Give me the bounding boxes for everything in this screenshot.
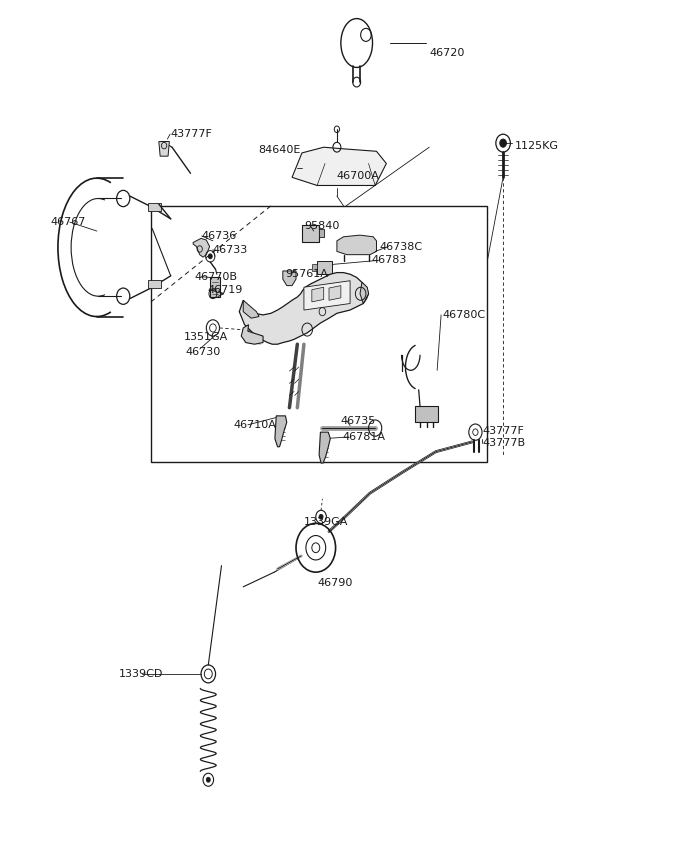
Text: 1339GA: 1339GA xyxy=(304,516,348,527)
Circle shape xyxy=(208,254,212,259)
Circle shape xyxy=(319,515,323,519)
Polygon shape xyxy=(243,300,259,318)
Text: 46733: 46733 xyxy=(213,245,248,254)
Polygon shape xyxy=(360,282,368,304)
Text: 95840: 95840 xyxy=(304,221,339,232)
Text: 1351GA: 1351GA xyxy=(184,332,228,342)
Polygon shape xyxy=(416,406,438,422)
Polygon shape xyxy=(329,286,341,300)
Text: 1125KG: 1125KG xyxy=(515,141,559,151)
Polygon shape xyxy=(312,264,317,271)
Text: 95761A: 95761A xyxy=(286,269,328,279)
Polygon shape xyxy=(319,229,324,237)
Polygon shape xyxy=(148,203,161,210)
Text: 46700A: 46700A xyxy=(337,170,380,181)
Polygon shape xyxy=(337,235,376,254)
Text: 46738C: 46738C xyxy=(380,242,423,252)
Text: 43777F: 43777F xyxy=(482,426,524,436)
Text: 46767: 46767 xyxy=(50,217,85,227)
Text: 46783: 46783 xyxy=(372,255,407,265)
Text: 46790: 46790 xyxy=(317,577,352,588)
Text: 46730: 46730 xyxy=(185,347,221,356)
Polygon shape xyxy=(317,261,332,274)
Text: 46710A: 46710A xyxy=(234,420,276,430)
Polygon shape xyxy=(148,280,161,288)
Text: 1339CD: 1339CD xyxy=(120,669,164,679)
Bar xyxy=(151,206,487,462)
Text: 46780C: 46780C xyxy=(442,310,486,320)
Text: 43777F: 43777F xyxy=(170,129,212,139)
Circle shape xyxy=(206,778,210,782)
Text: 46781A: 46781A xyxy=(342,432,385,442)
Polygon shape xyxy=(275,416,286,447)
Polygon shape xyxy=(302,226,319,242)
Polygon shape xyxy=(210,277,220,297)
Text: 46770B: 46770B xyxy=(194,271,238,282)
Polygon shape xyxy=(241,325,263,344)
Polygon shape xyxy=(319,432,330,463)
Polygon shape xyxy=(312,287,324,302)
Text: 46720: 46720 xyxy=(429,47,464,58)
Polygon shape xyxy=(159,142,170,156)
Circle shape xyxy=(500,139,506,148)
Polygon shape xyxy=(304,281,350,310)
Text: 46735: 46735 xyxy=(340,416,376,426)
Text: 84640E: 84640E xyxy=(258,146,300,155)
Text: 46736: 46736 xyxy=(202,231,237,241)
Polygon shape xyxy=(193,238,210,257)
Polygon shape xyxy=(292,148,386,186)
Text: 43777B: 43777B xyxy=(482,438,525,448)
Polygon shape xyxy=(239,272,368,344)
Polygon shape xyxy=(283,271,296,286)
Text: 46719: 46719 xyxy=(207,286,243,295)
